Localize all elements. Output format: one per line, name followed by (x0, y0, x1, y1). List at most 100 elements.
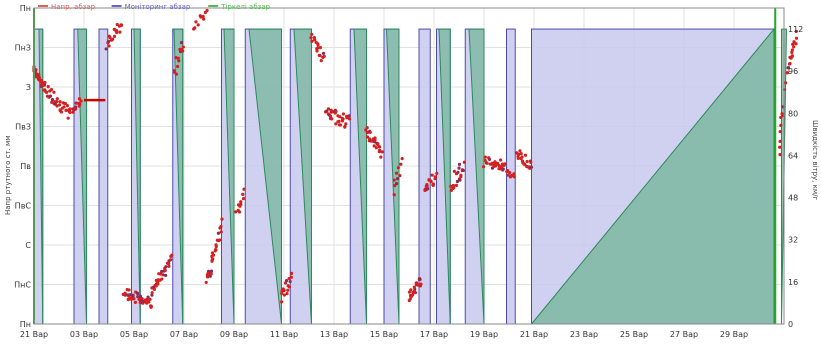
x-tick-label: 17 Вар (420, 330, 448, 339)
direction-point (412, 285, 416, 289)
wind-ramp (38, 28, 44, 325)
direction-point (152, 287, 157, 291)
direction-point (104, 47, 108, 51)
y-left-tick-label: ПвС (15, 202, 32, 211)
direction-point (149, 305, 153, 309)
direction-point (123, 293, 127, 297)
direction-point (118, 30, 122, 34)
direction-point (338, 123, 343, 127)
direction-point (506, 173, 510, 177)
direction-point (220, 217, 224, 221)
y-left-tick-label: Пн (20, 4, 31, 13)
y-right-tick-label: 48 (788, 194, 798, 203)
y-right-tick-label: 32 (788, 236, 798, 245)
direction-point (147, 300, 151, 304)
x-tick-label: 23 Вар (570, 330, 598, 339)
direction-point (112, 34, 117, 38)
direction-point (435, 171, 439, 175)
wind-ramp (133, 28, 141, 325)
direction-point (792, 40, 796, 44)
direction-point (330, 117, 334, 121)
direction-point (425, 182, 429, 187)
direction-point (790, 54, 794, 58)
wind-ramp (468, 28, 485, 325)
direction-point (431, 182, 435, 186)
direction-point (499, 165, 504, 169)
direction-point (379, 155, 383, 159)
direction-point (79, 99, 83, 103)
direction-point (65, 104, 70, 108)
wind-ramp (353, 28, 367, 325)
direction-point (451, 183, 456, 188)
direction-point (506, 169, 510, 173)
direction-point (50, 98, 55, 102)
direction-point (399, 162, 403, 166)
direction-point (201, 14, 205, 19)
x-tick-label: 21 Вар (20, 330, 48, 339)
direction-point (211, 253, 216, 257)
direction-point (365, 131, 369, 135)
direction-point (48, 94, 53, 98)
direction-point (520, 155, 524, 159)
x-tick-label: 13 Вар (320, 330, 348, 339)
direction-point (455, 179, 459, 184)
direction-point (285, 291, 289, 296)
direction-point (127, 288, 131, 292)
direction-point (214, 243, 218, 247)
direction-point (344, 122, 348, 126)
direction-point (57, 103, 62, 107)
direction-point (790, 50, 794, 55)
direction-point (426, 187, 430, 191)
direction-point (433, 175, 437, 179)
direction-point (286, 288, 290, 292)
direction-point (454, 183, 459, 187)
direction-point (284, 279, 289, 283)
x-tick-label: 07 Вар (170, 330, 198, 339)
direction-point (325, 109, 329, 113)
direction-point (380, 150, 384, 154)
direction-point (347, 117, 352, 121)
direction-point (282, 293, 287, 297)
direction-point (778, 129, 782, 134)
direction-point (508, 171, 512, 175)
direction-point (77, 97, 82, 101)
y-left-tick-label: З (26, 83, 31, 92)
direction-point (374, 146, 378, 150)
direction-point (283, 281, 288, 285)
direction-point (487, 156, 491, 160)
direction-point (64, 108, 68, 112)
direction-point (242, 187, 246, 191)
direction-point (365, 135, 370, 139)
direction-point (150, 291, 154, 295)
direction-point (145, 297, 149, 302)
direction-point (179, 40, 184, 45)
direction-point (457, 166, 461, 170)
direction-point (164, 265, 168, 269)
direction-point (785, 71, 790, 75)
direction-point (241, 192, 245, 196)
direction-point (347, 114, 351, 118)
direction-point (163, 268, 167, 273)
direction-point (493, 160, 497, 164)
direction-point (452, 169, 456, 173)
direction-point (316, 43, 320, 47)
x-tick-label: 05 Вар (120, 330, 148, 339)
direction-point (164, 273, 168, 277)
direction-point (55, 97, 59, 101)
direction-point (49, 88, 54, 92)
direction-point (52, 90, 56, 94)
y-right-tick-label: 64 (788, 151, 798, 160)
y-left-tick-label: ПнС (14, 281, 31, 290)
direction-point (119, 23, 123, 27)
direction-point (169, 254, 173, 258)
y-right-tick-label: 112 (788, 25, 803, 34)
direction-point (58, 100, 62, 104)
legend-label: Напр. абзар (51, 3, 96, 11)
direction-point (340, 116, 344, 121)
direction-point (111, 37, 115, 41)
wind-ramp (293, 28, 312, 325)
direction-point (451, 186, 455, 191)
direction-point (204, 280, 208, 285)
y-left-tick-label: Пн (20, 320, 31, 329)
